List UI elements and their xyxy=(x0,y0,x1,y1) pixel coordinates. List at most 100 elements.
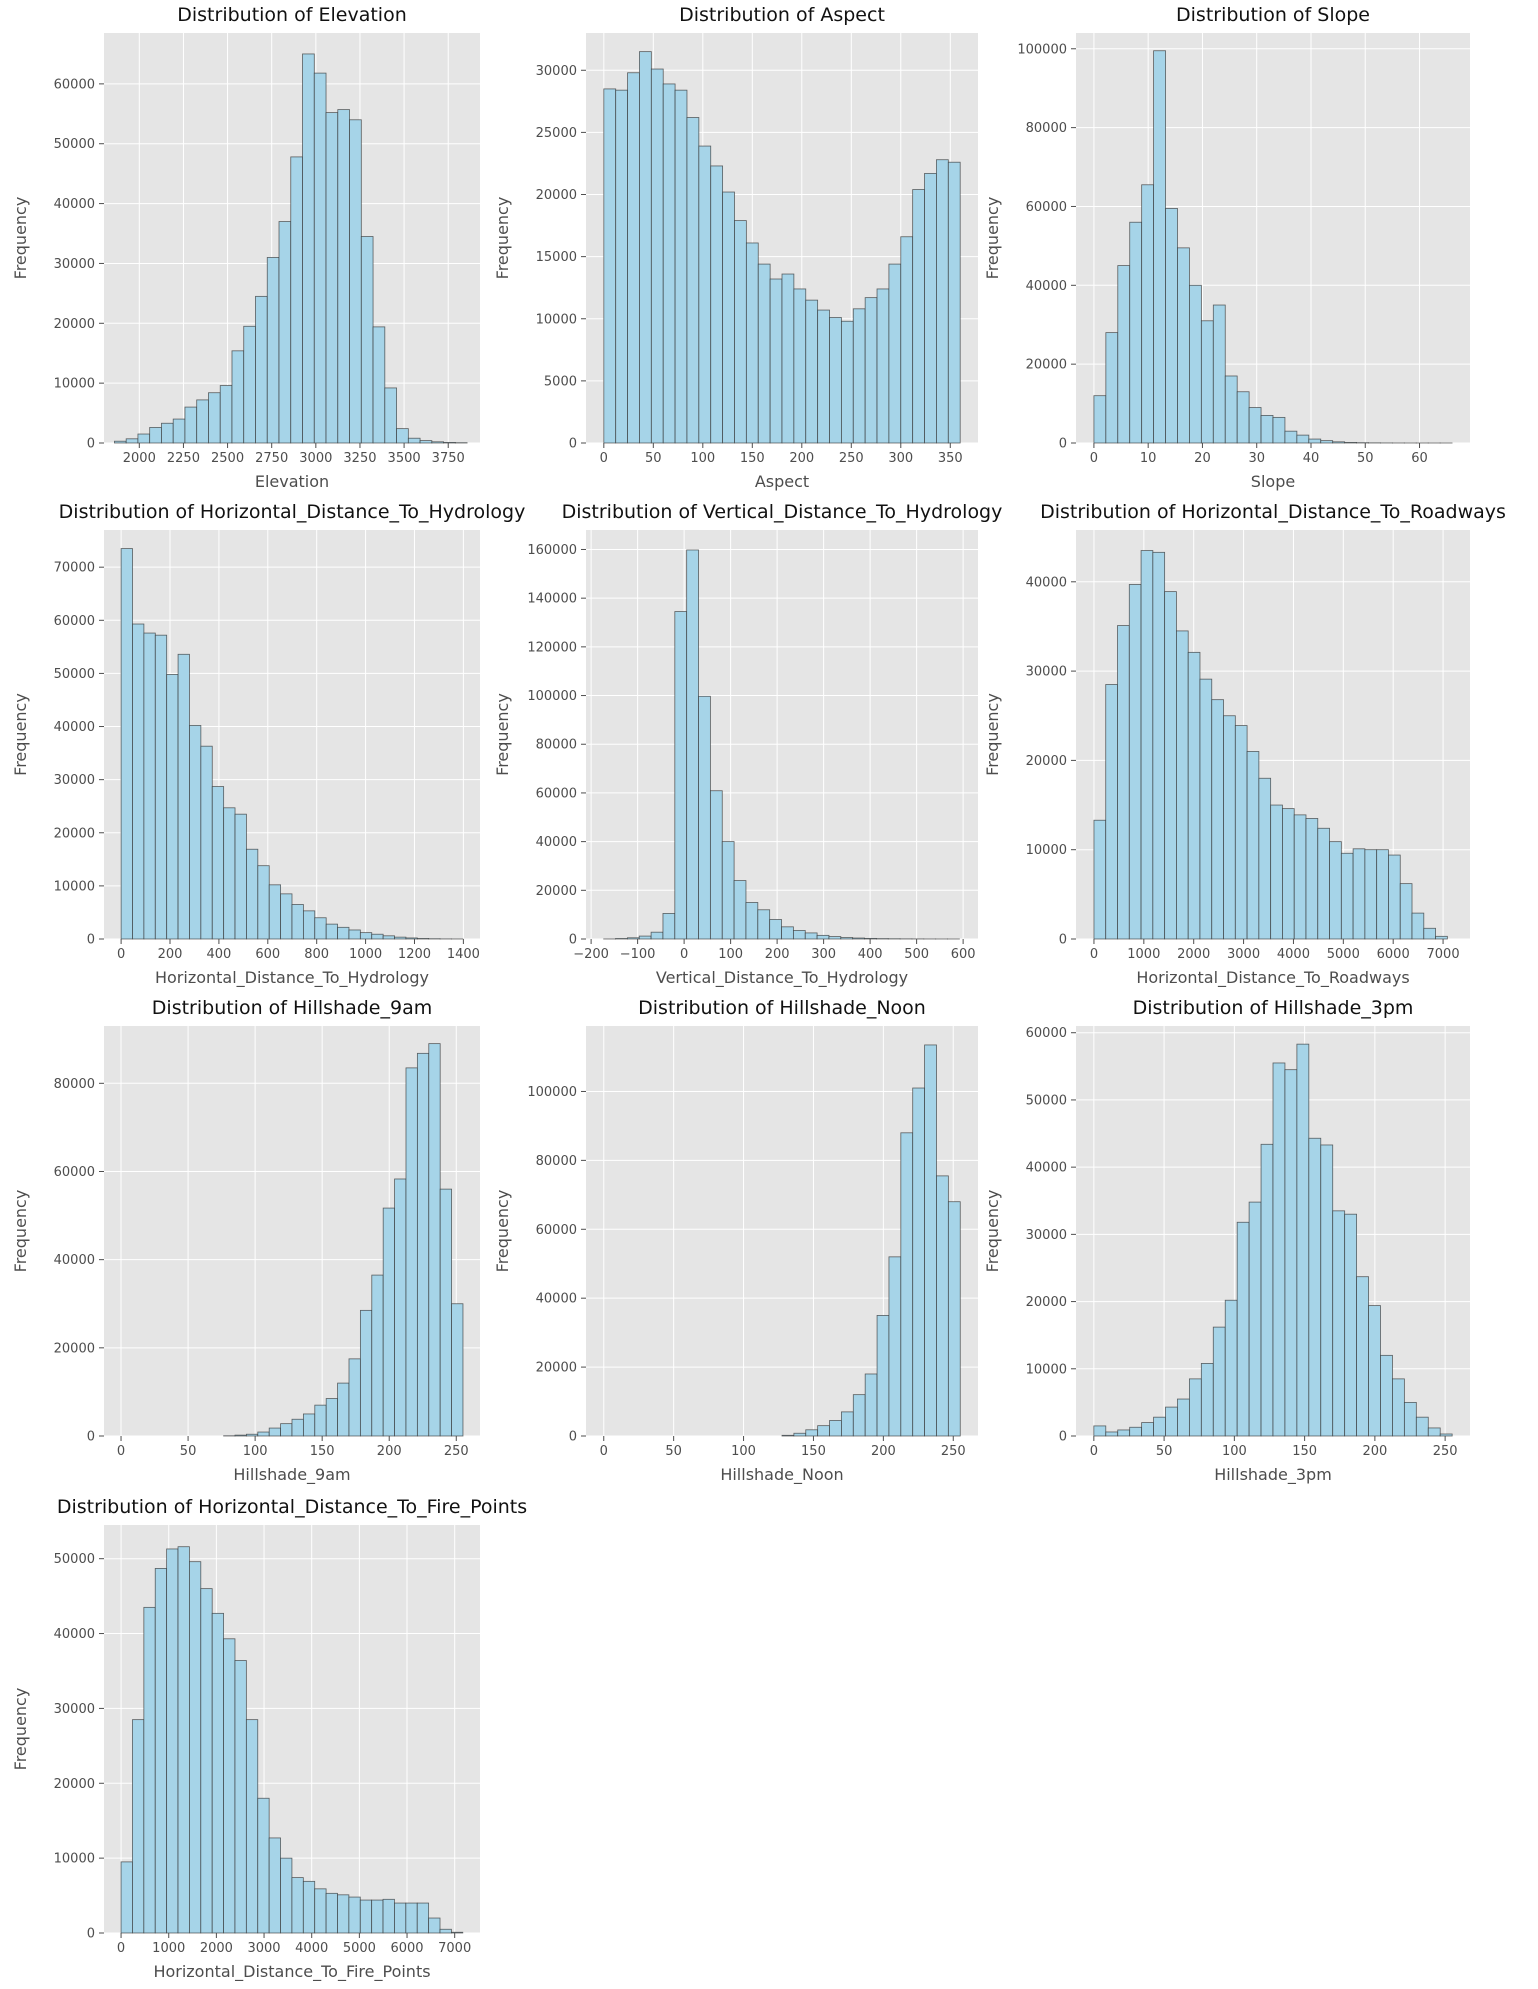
histogram-bar xyxy=(431,441,445,444)
y-tick-label: 100000 xyxy=(527,689,577,704)
histogram-bar xyxy=(1317,827,1330,940)
histogram-bar xyxy=(1364,849,1378,940)
histogram-bar xyxy=(1270,804,1283,940)
y-tick-label: 10000 xyxy=(1026,1362,1067,1377)
x-tick-label: 0 xyxy=(600,1444,608,1459)
histogram-bar xyxy=(439,1188,452,1437)
y-tick-label: 80000 xyxy=(54,1077,95,1092)
histogram-bar xyxy=(325,112,339,444)
histogram-bar xyxy=(149,427,162,444)
x-tick-label: 2750 xyxy=(255,451,288,466)
histogram-bar xyxy=(211,1612,224,1934)
x-tick-label: 5000 xyxy=(343,1941,376,1956)
y-tick-label: 30000 xyxy=(54,1702,95,1717)
histogram-bar xyxy=(371,1899,384,1934)
histogram-bar xyxy=(359,1899,373,1934)
y-tick-label: 10000 xyxy=(54,377,95,392)
x-tick-label: 20 xyxy=(1194,451,1211,466)
histogram-bar xyxy=(1332,441,1346,444)
y-tick-label: 0 xyxy=(1059,437,1067,452)
histogram-bar xyxy=(1332,1210,1346,1437)
histogram-bar xyxy=(1224,375,1238,444)
histogram-panel: 0 1000 2000 3000 4000 5000 6000 7000 0 10000 20000… xyxy=(983,501,1506,988)
histogram-bar xyxy=(1308,438,1322,444)
histogram-bar xyxy=(208,392,221,444)
histogram-bar xyxy=(349,119,362,444)
y-tick-label: 0 xyxy=(569,437,577,452)
histogram-panel: 0 50 100 150 200 250 300 350 0 5000 10000 15000 2000… xyxy=(493,4,978,491)
x-tick-label: 3000 xyxy=(299,451,332,466)
y-axis-label: Frequency xyxy=(493,693,512,776)
histogram-bar xyxy=(1284,430,1298,444)
histogram-bar xyxy=(246,1433,259,1437)
histogram-bar xyxy=(615,89,628,444)
histogram-bar xyxy=(792,930,806,940)
plot-area xyxy=(586,530,978,939)
y-tick-label: 20000 xyxy=(54,1777,95,1792)
x-tick-label: 2000 xyxy=(123,451,156,466)
x-tick-label: 4000 xyxy=(1277,947,1310,962)
histogram-bar xyxy=(439,1928,452,1934)
y-tick-label: 30000 xyxy=(54,257,95,272)
histogram-bar xyxy=(876,1315,890,1437)
y-tick-label: 100000 xyxy=(1017,42,1067,57)
histogram-bar xyxy=(234,1660,247,1934)
x-tick-label: 100 xyxy=(731,1444,756,1459)
histogram-bar xyxy=(722,191,735,444)
histogram-bar xyxy=(359,932,373,940)
histogram-bar xyxy=(1282,808,1295,940)
histogram-bar xyxy=(829,317,842,444)
histogram-panel: 0 50 100 150 200 250 0 20000 40000 60000 80000 Dist… xyxy=(11,997,480,1485)
histogram-bar xyxy=(1129,1426,1143,1437)
y-tick-label: 5000 xyxy=(544,374,577,389)
histogram-bar xyxy=(805,1429,819,1437)
y-tick-label: 60000 xyxy=(1026,200,1067,215)
histogram-bar xyxy=(1211,699,1224,940)
y-tick-label: 60000 xyxy=(536,1223,577,1238)
histogram-bar xyxy=(864,937,877,940)
x-tick-label: 250 xyxy=(1433,1444,1458,1459)
histogram-bar xyxy=(852,937,865,940)
x-tick-label: 250 xyxy=(839,451,864,466)
histogram-bar xyxy=(314,917,327,940)
y-tick-label: 10000 xyxy=(54,879,95,894)
histogram-bar xyxy=(1105,332,1119,444)
histogram-bar xyxy=(1152,551,1166,940)
x-tick-label: 400 xyxy=(206,947,231,962)
x-tick-label: 30 xyxy=(1248,451,1265,466)
histogram-bar xyxy=(1165,208,1178,444)
chart-title: Distribution of Hillshade_Noon xyxy=(638,997,926,1019)
histogram-bar xyxy=(143,1606,156,1934)
x-axis-label: Hillshade_3pm xyxy=(1214,1465,1332,1485)
histogram-bar xyxy=(781,926,794,940)
y-tick-label: 40000 xyxy=(54,1253,95,1268)
histogram-bar xyxy=(1187,651,1201,940)
y-tick-label: 30000 xyxy=(1026,665,1067,680)
histogram-bar xyxy=(416,1052,430,1437)
histogram-bar xyxy=(384,387,397,444)
y-tick-label: 160000 xyxy=(527,543,577,558)
histogram-bar xyxy=(257,1797,270,1934)
histogram-bar xyxy=(166,1548,179,1934)
y-tick-label: 50000 xyxy=(54,1552,95,1567)
x-tick-label: 5000 xyxy=(1327,947,1360,962)
histogram-bar xyxy=(1117,625,1130,940)
histogram-bar xyxy=(302,1413,316,1437)
histogram-bar xyxy=(382,1207,395,1437)
y-tick-label: 0 xyxy=(87,933,95,948)
histogram-bar xyxy=(314,1404,327,1437)
x-tick-label: 200 xyxy=(765,947,790,962)
y-tick-label: 60000 xyxy=(54,77,95,92)
histogram-bar xyxy=(348,1358,361,1437)
histogram-bar xyxy=(1223,715,1236,940)
x-tick-label: 0 xyxy=(117,1444,125,1459)
histogram-panel: 0 50 100 150 200 250 0 20000 40000 60000 80000 1000… xyxy=(493,997,978,1485)
x-tick-label: 150 xyxy=(1292,1444,1317,1459)
histogram-bar xyxy=(805,299,819,444)
histogram-bar xyxy=(1272,416,1286,444)
histogram-bar xyxy=(1368,1305,1381,1437)
x-tick-label: 1000 xyxy=(1127,947,1160,962)
histogram-bar xyxy=(325,1398,338,1437)
histogram-bar xyxy=(234,813,247,940)
histogram-bar xyxy=(243,325,256,444)
